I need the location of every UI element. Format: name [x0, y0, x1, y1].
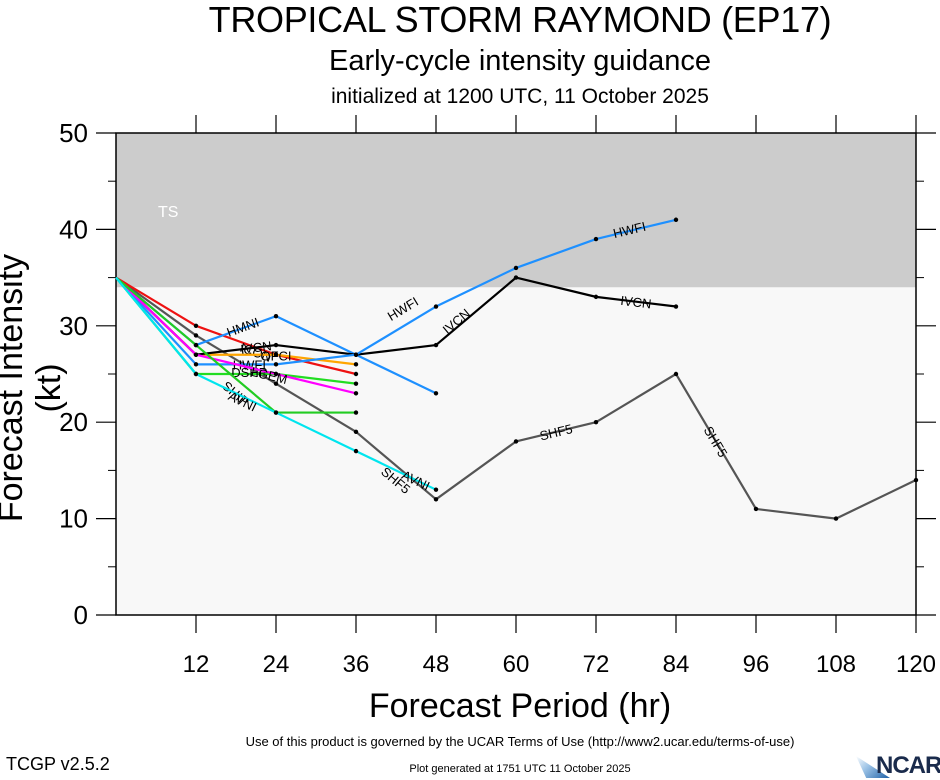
data-point: [593, 294, 599, 300]
version-label: TCGP v2.5.2: [6, 754, 110, 774]
x-tick-label: 108: [816, 651, 856, 678]
x-tick-label: 36: [343, 651, 370, 678]
data-point: [353, 352, 359, 357]
y-tick-label: 30: [59, 311, 88, 341]
generated-time: Plot generated at 1751 UTC 11 October 20…: [409, 763, 631, 775]
data-point: [753, 506, 759, 512]
chart-subtitle: Early-cycle intensity guidance: [328, 45, 711, 77]
series-line: [115, 276, 677, 356]
data-point: [273, 371, 279, 377]
chart-title: TROPICAL STORM RAYMOND (EP17): [208, 0, 832, 40]
series-line: [115, 218, 677, 366]
data-point: [273, 410, 279, 415]
band-ts: [116, 133, 916, 288]
x-tick-label: 72: [583, 651, 610, 678]
data-point: [273, 313, 279, 319]
y-axis-label: Forecast Intensity (kt): [0, 253, 68, 523]
x-tick-label: 96: [743, 651, 770, 678]
data-point: [673, 371, 679, 377]
data-point: [433, 304, 439, 309]
y-tick-label: 10: [59, 504, 88, 534]
data-point: [193, 371, 199, 377]
data-point: [273, 352, 279, 357]
data-point: [353, 381, 359, 386]
x-tick-label: 24: [263, 651, 290, 678]
x-tick-label: 60: [503, 651, 530, 678]
terms-of-use: Use of this product is governed by the U…: [245, 734, 795, 749]
data-point: [433, 391, 439, 396]
data-point: [673, 217, 679, 222]
data-point: [673, 304, 679, 309]
data-point: [193, 323, 199, 328]
data-point: [273, 342, 279, 348]
data-point: [833, 516, 839, 521]
data-point: [353, 391, 359, 396]
data-point: [513, 265, 519, 271]
series-label: IVCN: [620, 293, 653, 312]
init-time: initialized at 1200 UTC, 11 October 2025: [331, 85, 709, 108]
data-point: [593, 420, 599, 425]
data-point: [513, 275, 519, 280]
data-point: [353, 362, 359, 367]
data-point: [273, 362, 279, 367]
data-point: [513, 439, 519, 444]
series-line: [115, 276, 356, 414]
x-axis-label: Forecast Period (hr): [368, 687, 672, 725]
data-point: [433, 342, 439, 348]
band-label: TS: [158, 204, 178, 221]
data-point: [353, 371, 359, 377]
y-tick-label: 50: [59, 118, 88, 148]
x-tick-label: 48: [423, 651, 450, 678]
data-point: [193, 333, 199, 338]
series-label: IVCN: [240, 338, 273, 357]
y-tick-label: 40: [59, 214, 88, 244]
x-tick-label: 120: [896, 651, 936, 678]
data-point: [433, 487, 439, 492]
data-point: [193, 352, 199, 357]
data-point: [353, 448, 359, 454]
series-line: [115, 276, 357, 395]
series-label: OFCI: [260, 349, 291, 364]
ncar-logo: NCAR: [856, 752, 940, 780]
data-point: [273, 381, 279, 386]
data-point: [193, 362, 199, 367]
x-tick-label: 12: [183, 651, 210, 678]
x-tick-label: 84: [663, 651, 690, 678]
data-point: [593, 236, 599, 242]
y-tick-label: 0: [74, 600, 88, 630]
data-point: [353, 429, 359, 435]
data-point: [193, 342, 199, 348]
y-tick-label: 20: [59, 407, 88, 437]
data-point: [913, 477, 919, 483]
series-line: [115, 276, 357, 376]
data-point: [433, 497, 439, 502]
data-point: [353, 410, 359, 415]
ncar-logo-text: NCAR: [876, 752, 940, 779]
